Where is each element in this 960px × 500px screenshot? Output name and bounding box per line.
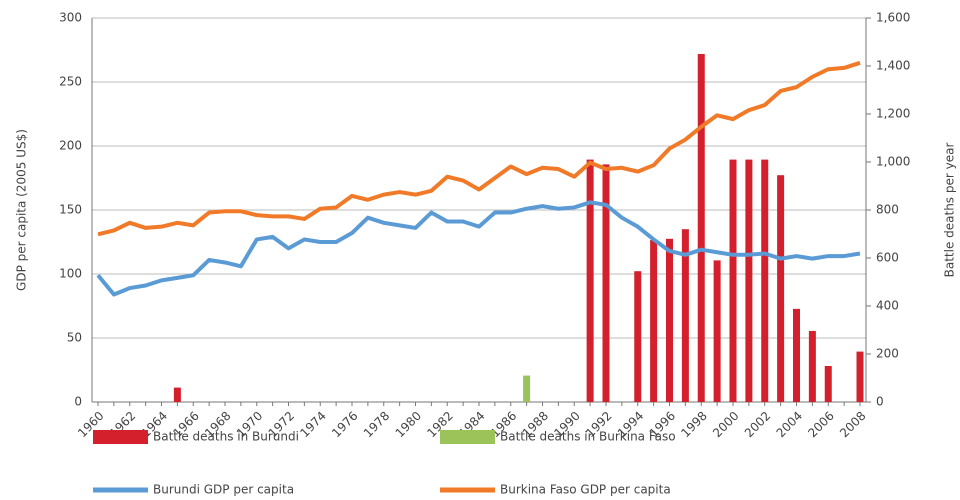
- legend-label: Burundi GDP per capita: [153, 483, 294, 497]
- legend-label: Battle deaths in Burkina Faso: [500, 430, 676, 444]
- bar: [793, 308, 800, 402]
- x-tick-label: 1974: [297, 409, 328, 440]
- bar: [856, 351, 864, 402]
- y2-tick-label: 600: [876, 251, 899, 265]
- bar: [634, 271, 642, 402]
- x-tick-label: 1998: [678, 409, 709, 440]
- y-tick-label: 300: [59, 11, 82, 25]
- bar: [173, 387, 181, 402]
- y2-tick-label: 400: [876, 299, 899, 313]
- bar: [681, 229, 689, 402]
- x-tick-label: 2006: [805, 409, 836, 440]
- y-tick-label: 0: [74, 395, 82, 409]
- bar: [697, 54, 705, 402]
- x-tick-label: 1980: [393, 409, 424, 440]
- bar: [523, 375, 531, 402]
- bar: [666, 238, 673, 402]
- bar: [713, 260, 721, 402]
- bar: [602, 164, 610, 402]
- y2-tick-label: 800: [876, 203, 899, 217]
- bar: [650, 240, 658, 402]
- x-tick-label: 2008: [837, 409, 868, 440]
- y2-tick-label: 1,200: [876, 107, 910, 121]
- bar: [824, 366, 832, 402]
- legend-swatch: [93, 430, 148, 444]
- legend-label: Burkina Faso GDP per capita: [500, 483, 671, 497]
- y-tick-label: 250: [59, 75, 82, 89]
- bar: [745, 159, 753, 402]
- y2-tick-label: 1,600: [876, 11, 910, 25]
- x-tick-label: 2002: [742, 409, 773, 440]
- y-tick-label: 150: [59, 203, 82, 217]
- x-tick-label: 1976: [329, 409, 360, 440]
- x-tick-label: 2004: [774, 409, 805, 440]
- legend-swatch: [440, 430, 495, 444]
- bar: [586, 159, 594, 402]
- y2-tick-label: 0: [876, 395, 884, 409]
- y2-tick-label: 1,400: [876, 59, 910, 73]
- y2-axis-label: Battle deaths per year: [943, 143, 957, 278]
- y-tick-label: 100: [59, 267, 82, 281]
- y-axis-label: GDP per capita (2005 US$): [15, 129, 29, 291]
- bar: [808, 330, 816, 402]
- line: [97, 60, 861, 237]
- y2-tick-label: 200: [876, 347, 899, 361]
- line: [96, 200, 861, 297]
- bar: [761, 159, 769, 402]
- y-tick-label: 200: [59, 139, 82, 153]
- y-tick-label: 50: [67, 331, 82, 345]
- x-tick-label: 1978: [361, 409, 392, 440]
- legend-label: Battle deaths in Burundi: [153, 430, 299, 444]
- x-tick-label: 2000: [710, 409, 741, 440]
- bar: [777, 175, 785, 402]
- bar: [729, 159, 737, 402]
- y2-tick-label: 1,000: [876, 155, 910, 169]
